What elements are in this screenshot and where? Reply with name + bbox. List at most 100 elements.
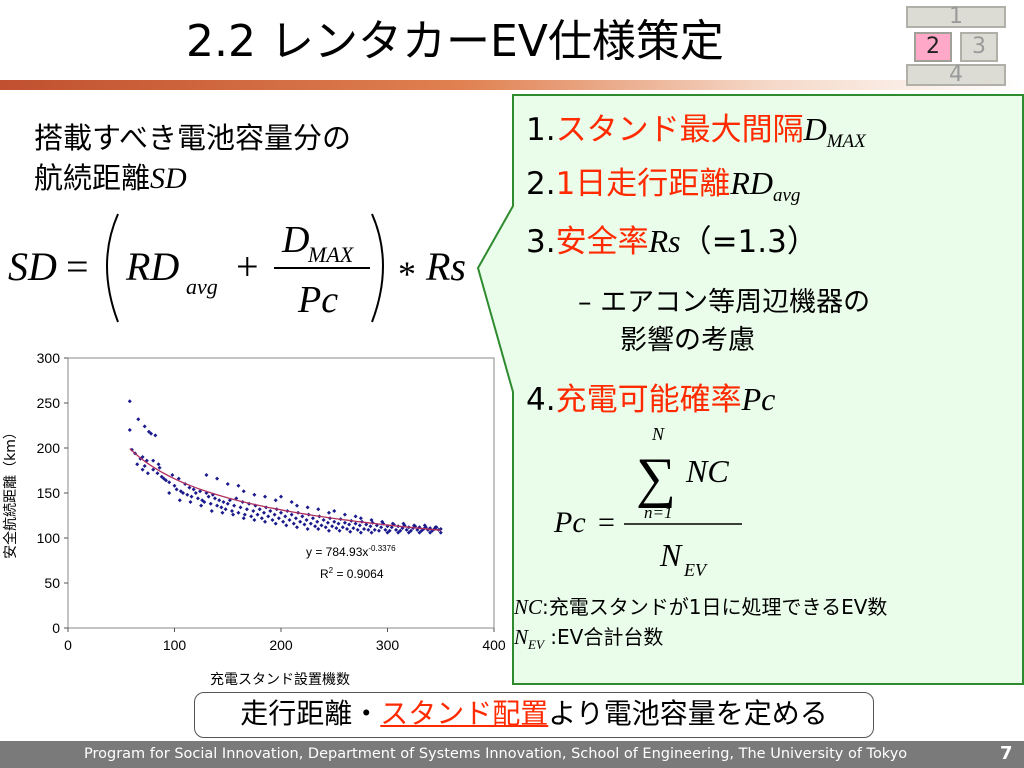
x-tick-label: 100 [163,637,187,653]
data-point [404,527,409,532]
pc-den-sub: EV [683,560,708,580]
data-point [225,501,230,506]
callout-shape [476,94,1024,685]
item-1-num: 1. [526,112,556,148]
data-point [390,521,395,526]
data-point [153,433,158,438]
data-point [302,522,307,527]
data-point [276,516,281,521]
data-point [316,527,321,531]
sd-plus: + [236,244,259,289]
data-point [380,519,385,524]
x-tick-label: 300 [376,637,400,653]
scatter-chart: 0 50 100 150 200 250 300 0 100 200 300 400 y = 784.… [2,350,506,688]
data-point [178,489,183,494]
nav-label-1: 1 [949,4,963,29]
data-point [325,520,330,525]
data-point [217,498,222,503]
subitem: – エアコン等周辺機器の [578,285,870,321]
data-point [155,471,160,476]
data-point [287,518,292,522]
subitem-continued: 影響の考慮 [620,323,755,359]
data-point [412,523,417,528]
data-point [289,500,294,504]
data-point [394,527,399,532]
data-point [156,462,161,467]
y-axis-label: 安全航続距離（km） [2,425,19,559]
sd-right-paren [371,213,384,323]
y-tick-label: 200 [37,440,61,456]
trend-eq-base: y = 784.93x [306,545,368,559]
pc-den: N [659,537,683,573]
data-point [188,500,193,504]
data-point [332,509,337,513]
data-point [319,523,324,528]
y-tick-label: 0 [52,620,60,636]
nav-box-4[interactable]: 4 [906,64,1006,86]
data-point [232,503,237,508]
item-4-num: 4. [526,382,556,418]
data-point [144,458,149,463]
data-point [177,498,182,503]
data-point [358,530,363,535]
sd-rd: RD [125,244,179,289]
trend-r2-val: = 0.9064 [333,567,384,581]
item-3-tail: （=1.3） [680,224,818,260]
nav-box-2[interactable]: 2 [914,32,952,62]
data-point [167,480,172,485]
data-point [215,503,220,508]
data-point [236,510,241,515]
data-point [208,501,213,506]
item-2-label: 1日走行距離 [555,166,731,202]
data-point [291,521,296,526]
note-nc: NC:充電スタンドが1日に処理できるEV数 [514,593,887,621]
data-point [315,519,320,524]
trendline [129,448,441,531]
note-nev-sub: EV [528,637,544,652]
nav-box-3[interactable]: 3 [960,32,998,62]
pc-formula: Pc = N ∑ n=1 NC N EV [553,424,742,580]
data-point [340,525,345,530]
data-point [142,424,147,429]
note-nev-sym: N [514,625,529,649]
sd-lhs: SD [8,244,57,289]
conclusion-box: 走行距離・スタンド配置より電池容量を定める [194,692,874,738]
data-point [263,519,268,524]
data-point [170,473,175,477]
data-point [252,518,257,522]
data-point [241,489,246,494]
subitem-line-2: 影響の考慮 [620,325,755,356]
pc-num: NC [685,453,729,489]
subitem-line-1: エアコン等周辺機器の [600,287,871,318]
data-point [191,487,196,492]
trend-r2-base: R [320,567,329,581]
nav-box-1[interactable]: 1 [906,6,1006,28]
pc-sum-upper: N [651,424,665,444]
data-point [304,518,309,522]
data-point [294,525,299,530]
data-point [316,507,321,512]
data-point [279,494,283,499]
data-point [417,530,422,535]
data-point [433,525,438,530]
data-point [379,525,384,530]
data-point [200,498,205,503]
sd-equals: = [66,244,89,289]
data-point [149,431,154,436]
data-point [145,471,150,476]
data-point [140,467,145,472]
item-4: 4.充電可能確率Pc [526,379,775,420]
data-point [337,528,342,533]
data-point [199,503,204,508]
data-point [244,507,249,512]
data-point [323,525,328,530]
note-nev-text: :EV合計台数 [550,625,664,649]
data-point [223,507,228,512]
trend-equation: y = 784.93x-0.3376 [306,544,396,559]
left-line-2-jp: 航続距離 [34,161,151,195]
data-point [219,505,224,510]
item-3-num: 3. [526,224,556,260]
y-tick-label: 150 [37,485,61,501]
data-point [345,527,350,531]
data-point [266,514,271,519]
